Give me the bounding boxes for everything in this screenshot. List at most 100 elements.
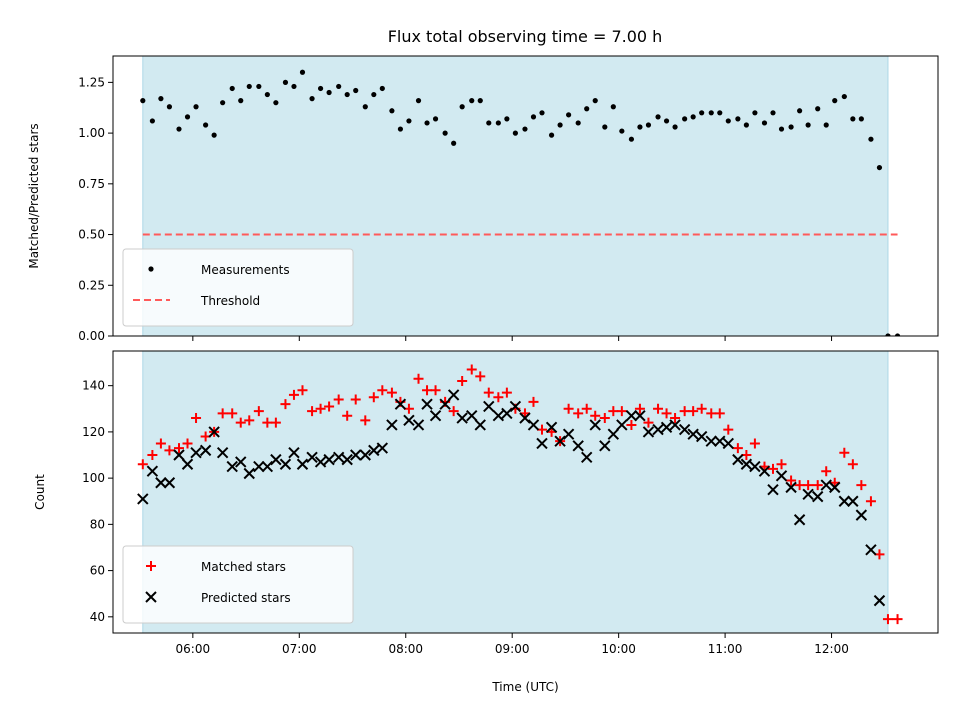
predicted-point <box>190 446 202 459</box>
predicted-point <box>501 407 513 420</box>
measurement-point <box>876 164 883 171</box>
measurement-point <box>655 114 661 120</box>
matched-point <box>821 466 832 477</box>
measurement-point <box>424 120 430 126</box>
matched-point <box>262 417 273 428</box>
legend-label: Threshold <box>200 294 260 308</box>
legend-measurement-marker <box>148 266 154 272</box>
y-axis-label: Matched/Predicted stars <box>27 123 41 268</box>
matched-point <box>812 480 823 491</box>
legend: Matched stars Predicted stars <box>122 545 354 624</box>
y-tick-label: 0.25 <box>78 278 105 292</box>
measurement-point <box>522 126 528 132</box>
matched-point <box>137 459 148 470</box>
predicted-point <box>812 490 824 503</box>
data-marks <box>140 69 901 336</box>
measurement-point <box>645 122 652 128</box>
matched-point <box>847 459 858 470</box>
measurement-point <box>432 116 439 122</box>
measurement-point <box>256 83 262 90</box>
predicted-point <box>359 449 371 461</box>
data-marks <box>137 364 903 625</box>
predicted-point <box>403 414 415 427</box>
matched-point <box>164 445 175 456</box>
measurement-point <box>557 122 563 128</box>
matched-point <box>270 417 281 428</box>
measurement-point <box>477 98 483 104</box>
measurement-point <box>459 104 465 110</box>
measurement-point <box>397 126 404 132</box>
measurement-point <box>246 83 252 90</box>
matched-point <box>244 415 255 426</box>
measurement-point <box>566 112 572 118</box>
y-tick-label: 0.00 <box>78 329 105 343</box>
measurement-point <box>299 69 306 75</box>
predicted-point <box>173 449 185 461</box>
predicted-point <box>394 398 407 410</box>
matched-point <box>288 389 299 400</box>
measurement-point <box>176 126 182 132</box>
predicted-point <box>820 479 832 491</box>
predicted-point <box>181 458 194 470</box>
predicted-point <box>492 410 505 422</box>
matched-point <box>892 614 903 625</box>
predicted-point <box>296 458 309 470</box>
measurement-point <box>850 116 856 122</box>
measurement-point <box>832 98 838 104</box>
y-tick-label: 0.75 <box>78 177 105 191</box>
predicted-point <box>722 437 734 450</box>
y-tick-label: 0.50 <box>78 228 105 242</box>
y-tick-label: 40 <box>90 610 105 624</box>
predicted-point <box>323 453 335 466</box>
measurement-point <box>735 116 741 122</box>
predicted-point <box>243 467 255 480</box>
measurement-point <box>282 79 289 85</box>
matched-point <box>563 403 574 414</box>
measurement-point <box>539 110 545 116</box>
predicted-point <box>288 446 300 459</box>
plot-frame <box>112 55 939 337</box>
legend: Measurements Threshold <box>122 248 354 327</box>
measurement-point <box>451 140 457 146</box>
matched-point <box>342 410 353 421</box>
measurement-point <box>663 118 670 124</box>
y-tick-label: 60 <box>90 564 105 578</box>
matched-point <box>688 406 699 417</box>
predicted-point <box>155 477 167 489</box>
legend-matched-marker <box>146 561 156 571</box>
measurement-point <box>805 122 811 128</box>
matched-point <box>147 450 158 461</box>
matched-point <box>581 403 592 414</box>
y-tick-label: 120 <box>82 425 105 439</box>
predicted-point <box>509 400 522 413</box>
matched-point <box>528 396 539 407</box>
predicted-point <box>199 444 212 457</box>
predicted-point <box>270 453 282 466</box>
x-tick-label: 08:00 <box>388 642 423 656</box>
predicted-point <box>545 421 558 433</box>
measurement-point <box>699 110 705 116</box>
predicted-point <box>829 481 841 494</box>
x-tick-label: 09:00 <box>495 642 530 656</box>
matched-point <box>368 392 379 403</box>
predicted-point <box>386 419 398 431</box>
matched-point <box>448 406 459 417</box>
plot-frame <box>112 350 939 634</box>
matched-point <box>475 371 486 382</box>
matched-point <box>643 417 654 428</box>
measurement-point <box>858 116 864 122</box>
measurement-point <box>512 130 518 136</box>
measurement-point <box>371 91 377 98</box>
measurement-point <box>389 108 395 114</box>
predicted-point <box>695 430 708 443</box>
matched-point <box>679 406 690 417</box>
measurement-point <box>584 106 590 112</box>
measurement-point <box>273 100 279 106</box>
predicted-point <box>873 594 886 607</box>
chart-title: Flux total observing time = 7.00 h <box>388 27 663 46</box>
matched-point <box>253 406 264 417</box>
matched-point <box>723 424 734 435</box>
legend-label: Matched stars <box>201 560 286 574</box>
measurement-point <box>682 116 688 122</box>
x-tick-label: 11:00 <box>708 642 743 656</box>
